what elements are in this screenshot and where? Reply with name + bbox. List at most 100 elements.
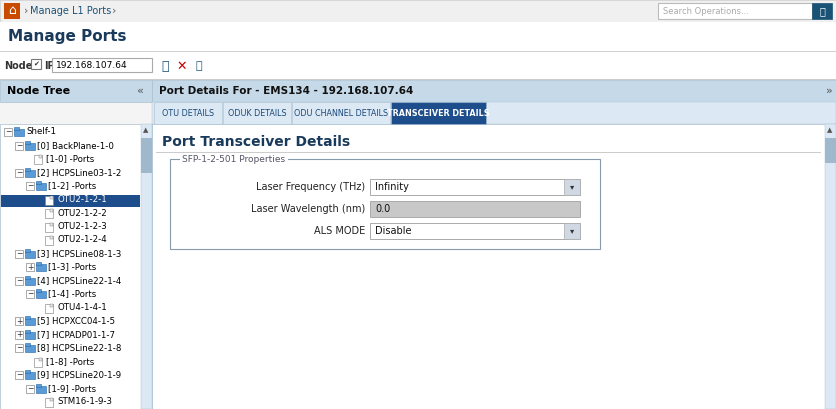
Bar	[152, 124, 825, 409]
Bar	[26, 290, 34, 298]
Text: +: +	[27, 263, 33, 272]
Text: Shelf-1: Shelf-1	[26, 128, 56, 137]
Bar	[0, 79, 836, 80]
Bar	[0, 80, 152, 102]
Bar	[25, 276, 30, 279]
Bar	[170, 159, 600, 249]
Bar	[0, 51, 836, 52]
Text: [1-8] -Ports: [1-8] -Ports	[46, 357, 94, 366]
Bar	[0, 22, 836, 52]
Bar	[25, 372, 35, 379]
Text: +: +	[16, 317, 23, 326]
Text: −: −	[16, 344, 23, 353]
Text: OTU2-1-2-1: OTU2-1-2-1	[57, 195, 107, 204]
Bar	[0, 0, 836, 22]
Text: OTU2-1-2-4: OTU2-1-2-4	[57, 236, 107, 245]
Text: OTU4-1-4-1: OTU4-1-4-1	[57, 303, 107, 312]
Bar	[36, 262, 41, 265]
Bar	[370, 201, 580, 217]
Bar	[15, 276, 23, 285]
Bar	[39, 155, 42, 158]
Bar	[141, 138, 152, 173]
Text: ✕: ✕	[176, 59, 187, 72]
Bar	[825, 124, 836, 409]
Bar	[36, 183, 46, 190]
Bar	[15, 344, 23, 352]
Bar	[36, 289, 41, 292]
Text: −: −	[16, 371, 23, 380]
Bar	[156, 152, 821, 153]
Text: [1-3] -Ports: [1-3] -Ports	[48, 263, 96, 272]
Text: [7] HCPADP01-1-7: [7] HCPADP01-1-7	[37, 330, 115, 339]
Text: ›: ›	[24, 6, 28, 16]
Bar	[0, 124, 152, 409]
Bar	[25, 142, 35, 150]
Bar	[25, 345, 35, 352]
Bar	[154, 102, 222, 124]
Text: ⌂: ⌂	[8, 4, 16, 18]
Text: −: −	[27, 384, 33, 393]
Text: [2] HCPSLine03-1-2: [2] HCPSLine03-1-2	[37, 168, 121, 177]
Bar	[52, 58, 152, 72]
Text: [4] HCPSLine22-1-4: [4] HCPSLine22-1-4	[37, 276, 121, 285]
Text: [1-0] -Ports: [1-0] -Ports	[46, 155, 94, 164]
Text: ▲: ▲	[828, 127, 833, 133]
Bar	[45, 222, 53, 231]
Text: Manage L1 Ports: Manage L1 Ports	[30, 6, 111, 16]
Bar	[25, 277, 35, 285]
Text: Node:: Node:	[4, 61, 37, 71]
Bar	[15, 142, 23, 150]
Text: Laser Wavelength (nm): Laser Wavelength (nm)	[251, 204, 365, 214]
Bar	[14, 127, 19, 130]
Bar	[25, 330, 30, 333]
Text: OTU2-1-2-3: OTU2-1-2-3	[57, 222, 107, 231]
Bar	[564, 179, 580, 195]
Text: ›: ›	[112, 6, 116, 16]
Text: [8] HCPSLine22-1-8: [8] HCPSLine22-1-8	[37, 344, 121, 353]
Text: Node Tree: Node Tree	[7, 86, 70, 96]
Text: STM16-1-9-3: STM16-1-9-3	[57, 398, 112, 407]
Bar	[50, 196, 53, 198]
Bar	[14, 129, 24, 136]
Text: SFP-1-2-501 Properties: SFP-1-2-501 Properties	[182, 155, 285, 164]
Bar	[180, 155, 288, 164]
Text: 📋: 📋	[196, 61, 202, 71]
Bar	[36, 386, 46, 393]
Bar	[15, 169, 23, 177]
Text: −: −	[16, 168, 23, 177]
Bar	[391, 102, 486, 124]
Bar	[223, 102, 291, 124]
Bar	[0, 52, 836, 80]
Bar	[15, 371, 23, 379]
Text: Search Operations...: Search Operations...	[663, 7, 749, 16]
Text: −: −	[5, 128, 11, 137]
Bar	[370, 179, 580, 195]
Bar	[25, 169, 35, 177]
Bar	[50, 236, 53, 239]
Bar	[25, 250, 35, 258]
Bar	[26, 182, 34, 190]
Bar	[36, 264, 46, 271]
Text: ▲: ▲	[143, 127, 149, 133]
Text: [5] HCPXCC04-1-5: [5] HCPXCC04-1-5	[37, 317, 115, 326]
Bar	[812, 3, 832, 19]
Text: 🔍: 🔍	[161, 59, 169, 72]
Text: [1-4] -Ports: [1-4] -Ports	[48, 290, 96, 299]
Bar	[36, 181, 41, 184]
Text: −: −	[16, 276, 23, 285]
Text: ✔: ✔	[33, 61, 39, 67]
Bar	[26, 384, 34, 393]
Text: Manage Ports: Manage Ports	[8, 29, 126, 45]
Bar	[4, 128, 12, 136]
Bar	[25, 370, 30, 373]
Bar	[25, 318, 35, 325]
Text: ▾: ▾	[570, 227, 574, 236]
Bar	[15, 330, 23, 339]
Bar	[45, 196, 53, 204]
Text: ODU CHANNEL DETAILS: ODU CHANNEL DETAILS	[294, 108, 388, 117]
Text: ▾: ▾	[570, 182, 574, 191]
Bar	[370, 223, 580, 239]
Bar	[45, 398, 53, 407]
Bar	[25, 316, 30, 319]
Bar	[36, 291, 46, 298]
